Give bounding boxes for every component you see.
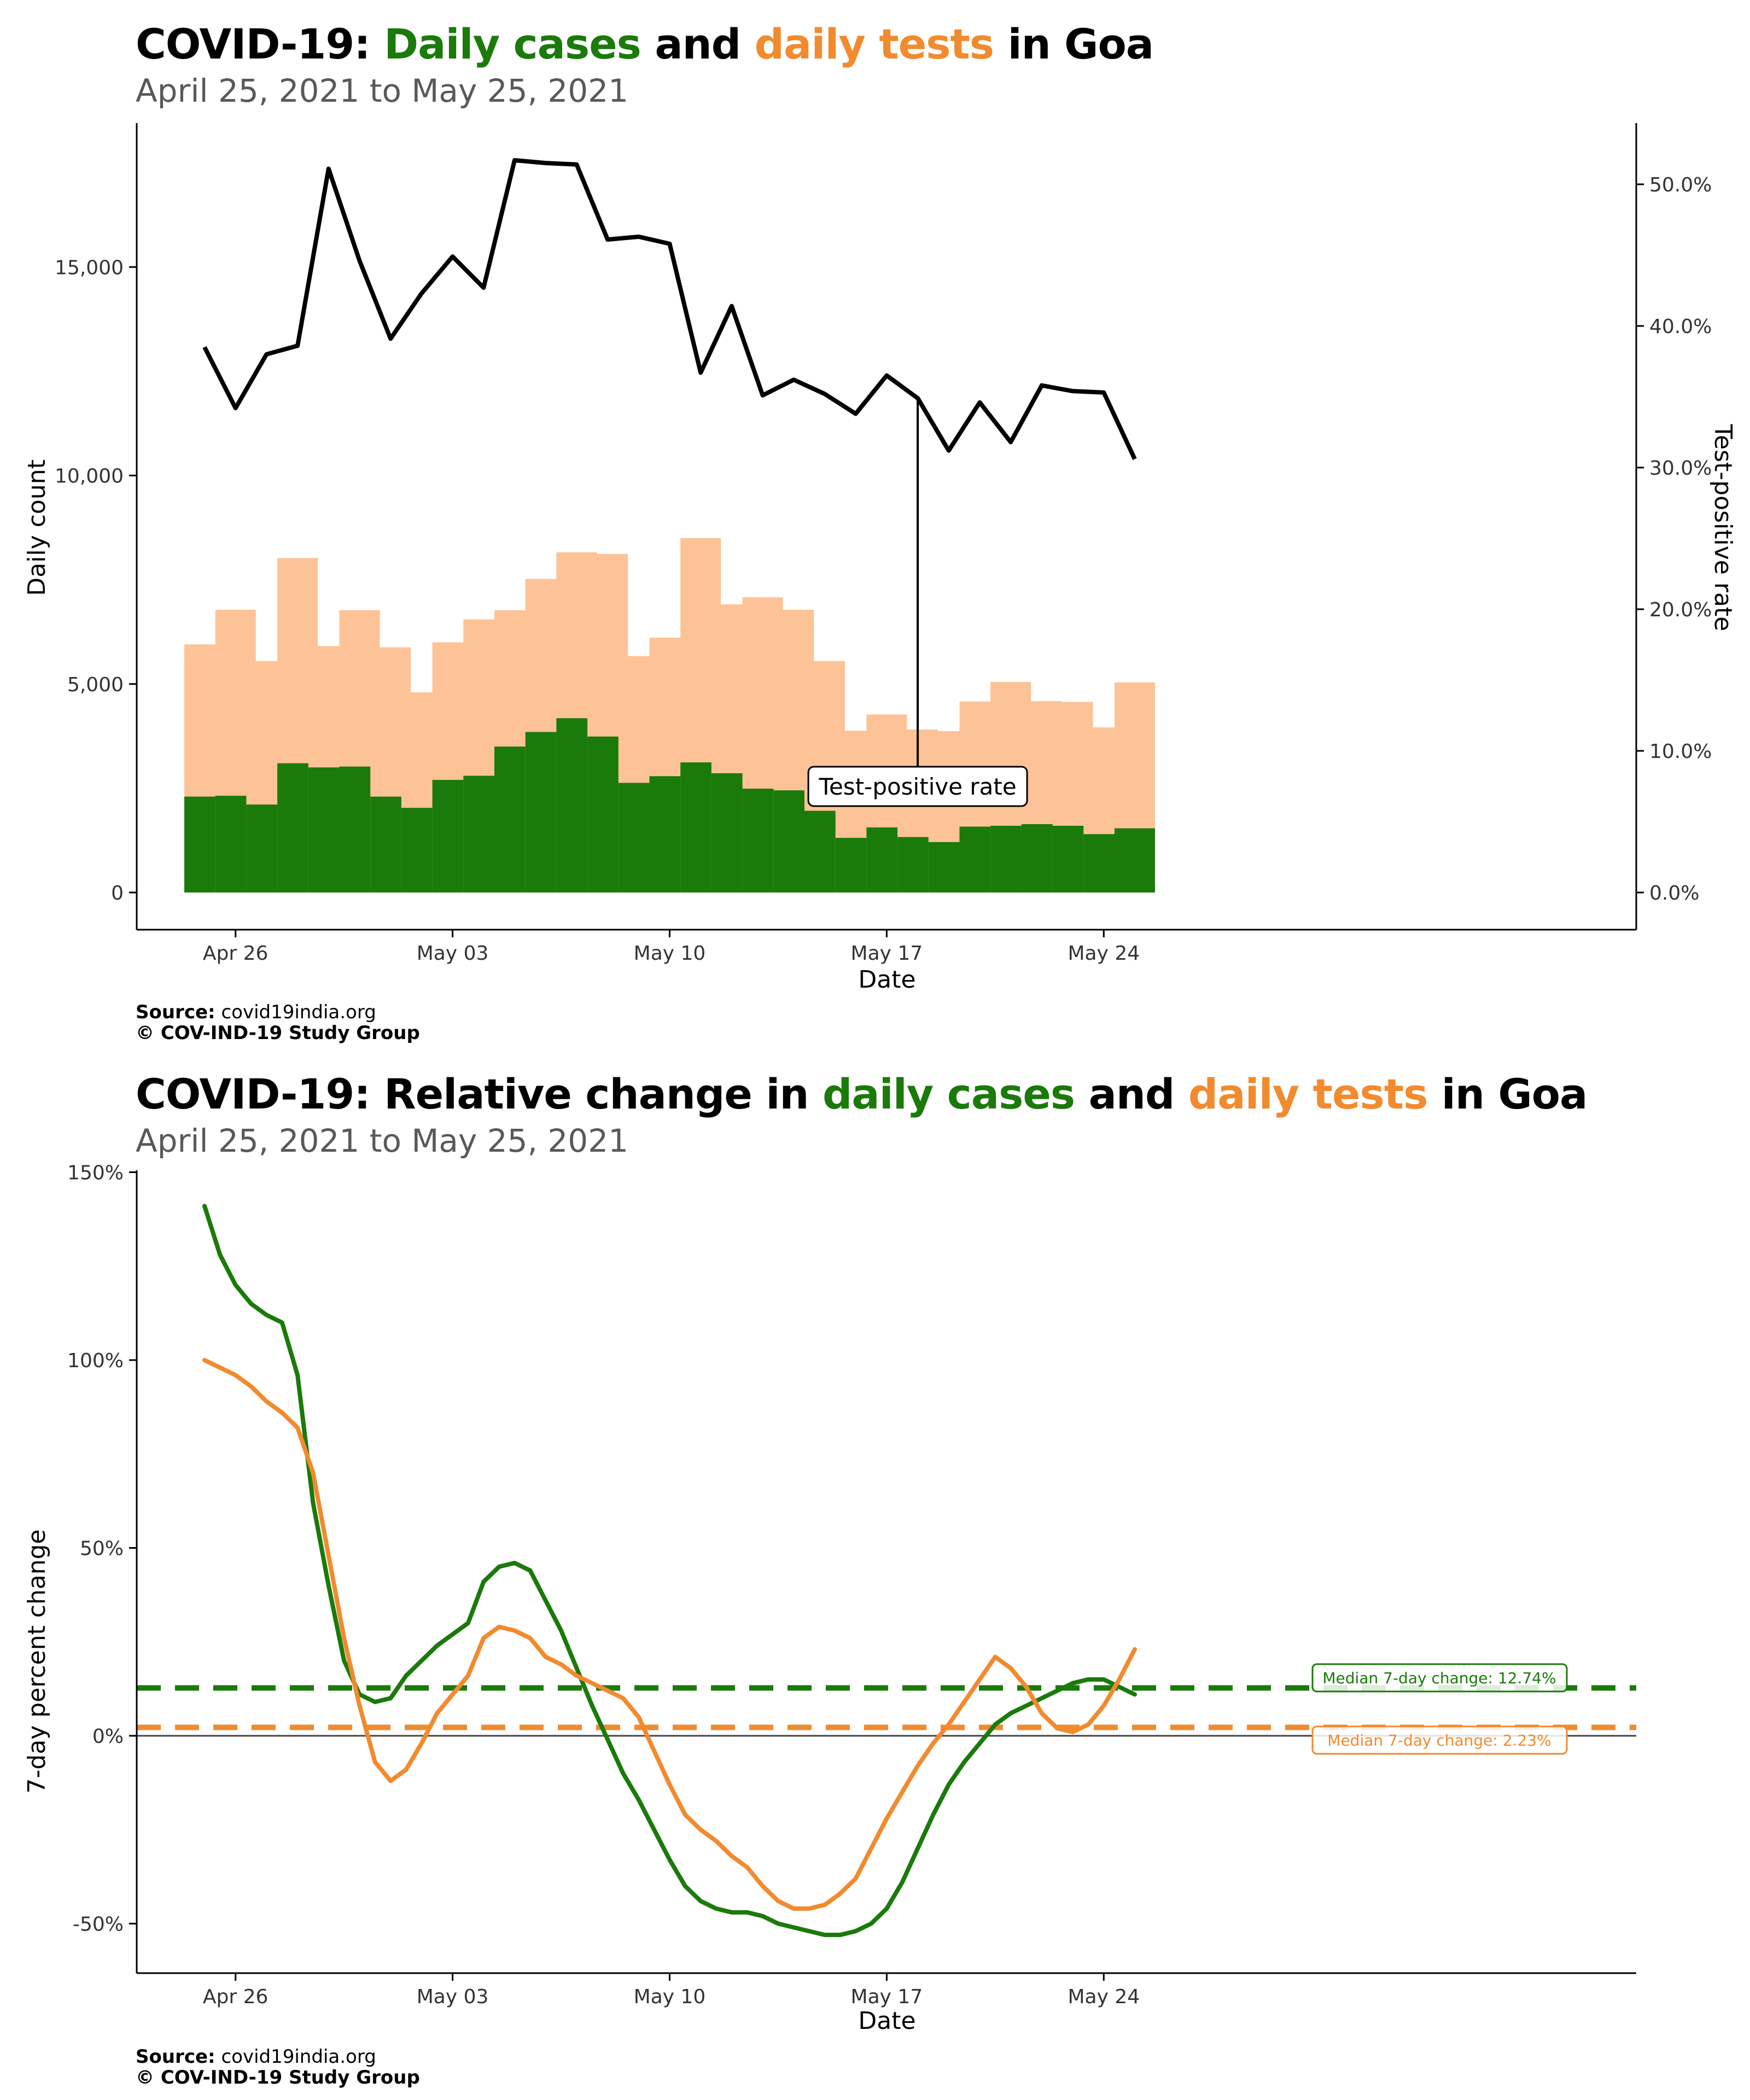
y-tick-label: 10,000	[55, 465, 124, 488]
y-axis-label: Daily count	[23, 459, 51, 596]
positivity-line	[202, 158, 1137, 460]
source-caption: Source: covid19india.org © COV-IND-19 Stu…	[136, 2046, 420, 2089]
chart-title: COVID-19: Daily cases and daily tests in…	[136, 20, 1154, 68]
relative-change-panel: COVID-19: Relative change in daily cases…	[0, 1050, 1750, 2100]
x-axis-ticks: Apr 26 May 03 May 10 May 17 May 24	[203, 930, 1140, 965]
chart-subtitle: April 25, 2021 to May 25, 2021	[136, 1122, 629, 1159]
median-label-text: Median 7-day change: 12.74%	[1322, 1669, 1556, 1687]
series-line	[202, 1204, 1137, 1938]
series-lines	[202, 1204, 1137, 1938]
chart-subtitle: April 25, 2021 to May 25, 2021	[136, 72, 629, 109]
x-axis-label: Date	[858, 966, 915, 994]
x-tick-label: May 03	[417, 942, 489, 965]
y-axis-label: 7-day percent change	[23, 1529, 51, 1793]
x-tick-label: May 10	[634, 942, 706, 965]
y-tick-label: 150%	[67, 1162, 124, 1185]
median-label-box	[1311, 1725, 1568, 1755]
y-tick-label: 50%	[80, 1538, 124, 1560]
percent-change-chart: -50% 0% 50% 100% 150% Apr 26 May 03 May 10 May …	[23, 1162, 1636, 2035]
y-tick-label: 100%	[67, 1350, 124, 1372]
x-tick-label: May 24	[1068, 1986, 1140, 2008]
annotation: Test-positive rate	[807, 398, 1028, 807]
x-tick-label: May 10	[634, 1986, 706, 2008]
median-labels: Median 7-day change: 12.74% Median 7-day …	[1311, 1663, 1568, 1755]
y-axis-ticks: -50% 0% 50% 100% 150%	[67, 1162, 137, 1936]
y-axis-ticks: 0 5,000 10,000 15,000	[55, 256, 137, 905]
copyright: © COV-IND-19 Study Group	[136, 1022, 420, 1044]
daily-cases-panel: COVID-19: Daily cases and daily tests in…	[23, 20, 1737, 1044]
copyright: © COV-IND-19 Study Group	[136, 2067, 420, 2089]
axes	[136, 123, 1637, 931]
x-axis-label: Date	[858, 2007, 915, 2035]
source-caption: Source: covid19india.org © COV-IND-19 Stu…	[136, 1001, 420, 1044]
x-axis-ticks: Apr 26 May 03 May 10 May 17 May 24	[203, 1973, 1140, 2008]
y-tick-label: 0%	[92, 1725, 124, 1748]
title-tests: daily tests	[754, 20, 994, 68]
x-tick-label: May 17	[851, 1986, 923, 2008]
chart-title: COVID-19: Relative change in daily cases…	[136, 1070, 1588, 1118]
y-tick-label: 5,000	[67, 674, 124, 696]
x-tick-label: May 03	[417, 1986, 489, 2008]
y2-tick-label: 10.0%	[1649, 740, 1712, 763]
daily-count-chart: 0 5,000 10,000 15,000 0.0% 10.0% 20.0% 30.0% 40…	[23, 123, 1737, 994]
x-tick-label: May 24	[1068, 942, 1140, 965]
y2-tick-label: 20.0%	[1649, 599, 1712, 621]
median-label-text: Median 7-day change: 2.23%	[1327, 1731, 1551, 1749]
title-cases: Daily cases	[384, 20, 641, 68]
median-label: Median 7-day change: 12.74%	[1311, 1663, 1568, 1693]
y2-tick-label: 40.0%	[1649, 316, 1712, 338]
y-tick-label: 15,000	[55, 256, 124, 279]
annotation-label: Test-positive rate	[818, 773, 1016, 800]
y-tick-label: 0	[111, 882, 124, 905]
x-tick-label: May 17	[851, 942, 923, 965]
y2-tick-label: 0.0%	[1649, 882, 1699, 905]
series-line	[202, 1358, 1137, 1911]
y2-tick-label: 30.0%	[1649, 457, 1712, 480]
axes	[136, 1170, 1636, 1974]
median-label: Median 7-day change: 2.23%	[1311, 1725, 1568, 1755]
x-tick-label: Apr 26	[203, 1986, 269, 2008]
y2-axis-label: Test-positive rate	[1709, 424, 1737, 631]
title-cases: daily cases	[822, 1070, 1075, 1118]
x-tick-label: Apr 26	[203, 942, 269, 965]
y2-tick-label: 50.0%	[1649, 174, 1712, 196]
bars	[184, 538, 1155, 892]
positivity-rate-line	[202, 158, 1137, 460]
title-tests: daily tests	[1188, 1070, 1428, 1118]
annotation-box	[807, 766, 1028, 807]
median-label-box	[1311, 1663, 1568, 1693]
y-tick-label: -50%	[73, 1914, 124, 1936]
cases-bar	[1115, 828, 1155, 892]
y2-axis-ticks: 0.0% 10.0% 20.0% 30.0% 40.0% 50.0%	[1636, 174, 1712, 905]
